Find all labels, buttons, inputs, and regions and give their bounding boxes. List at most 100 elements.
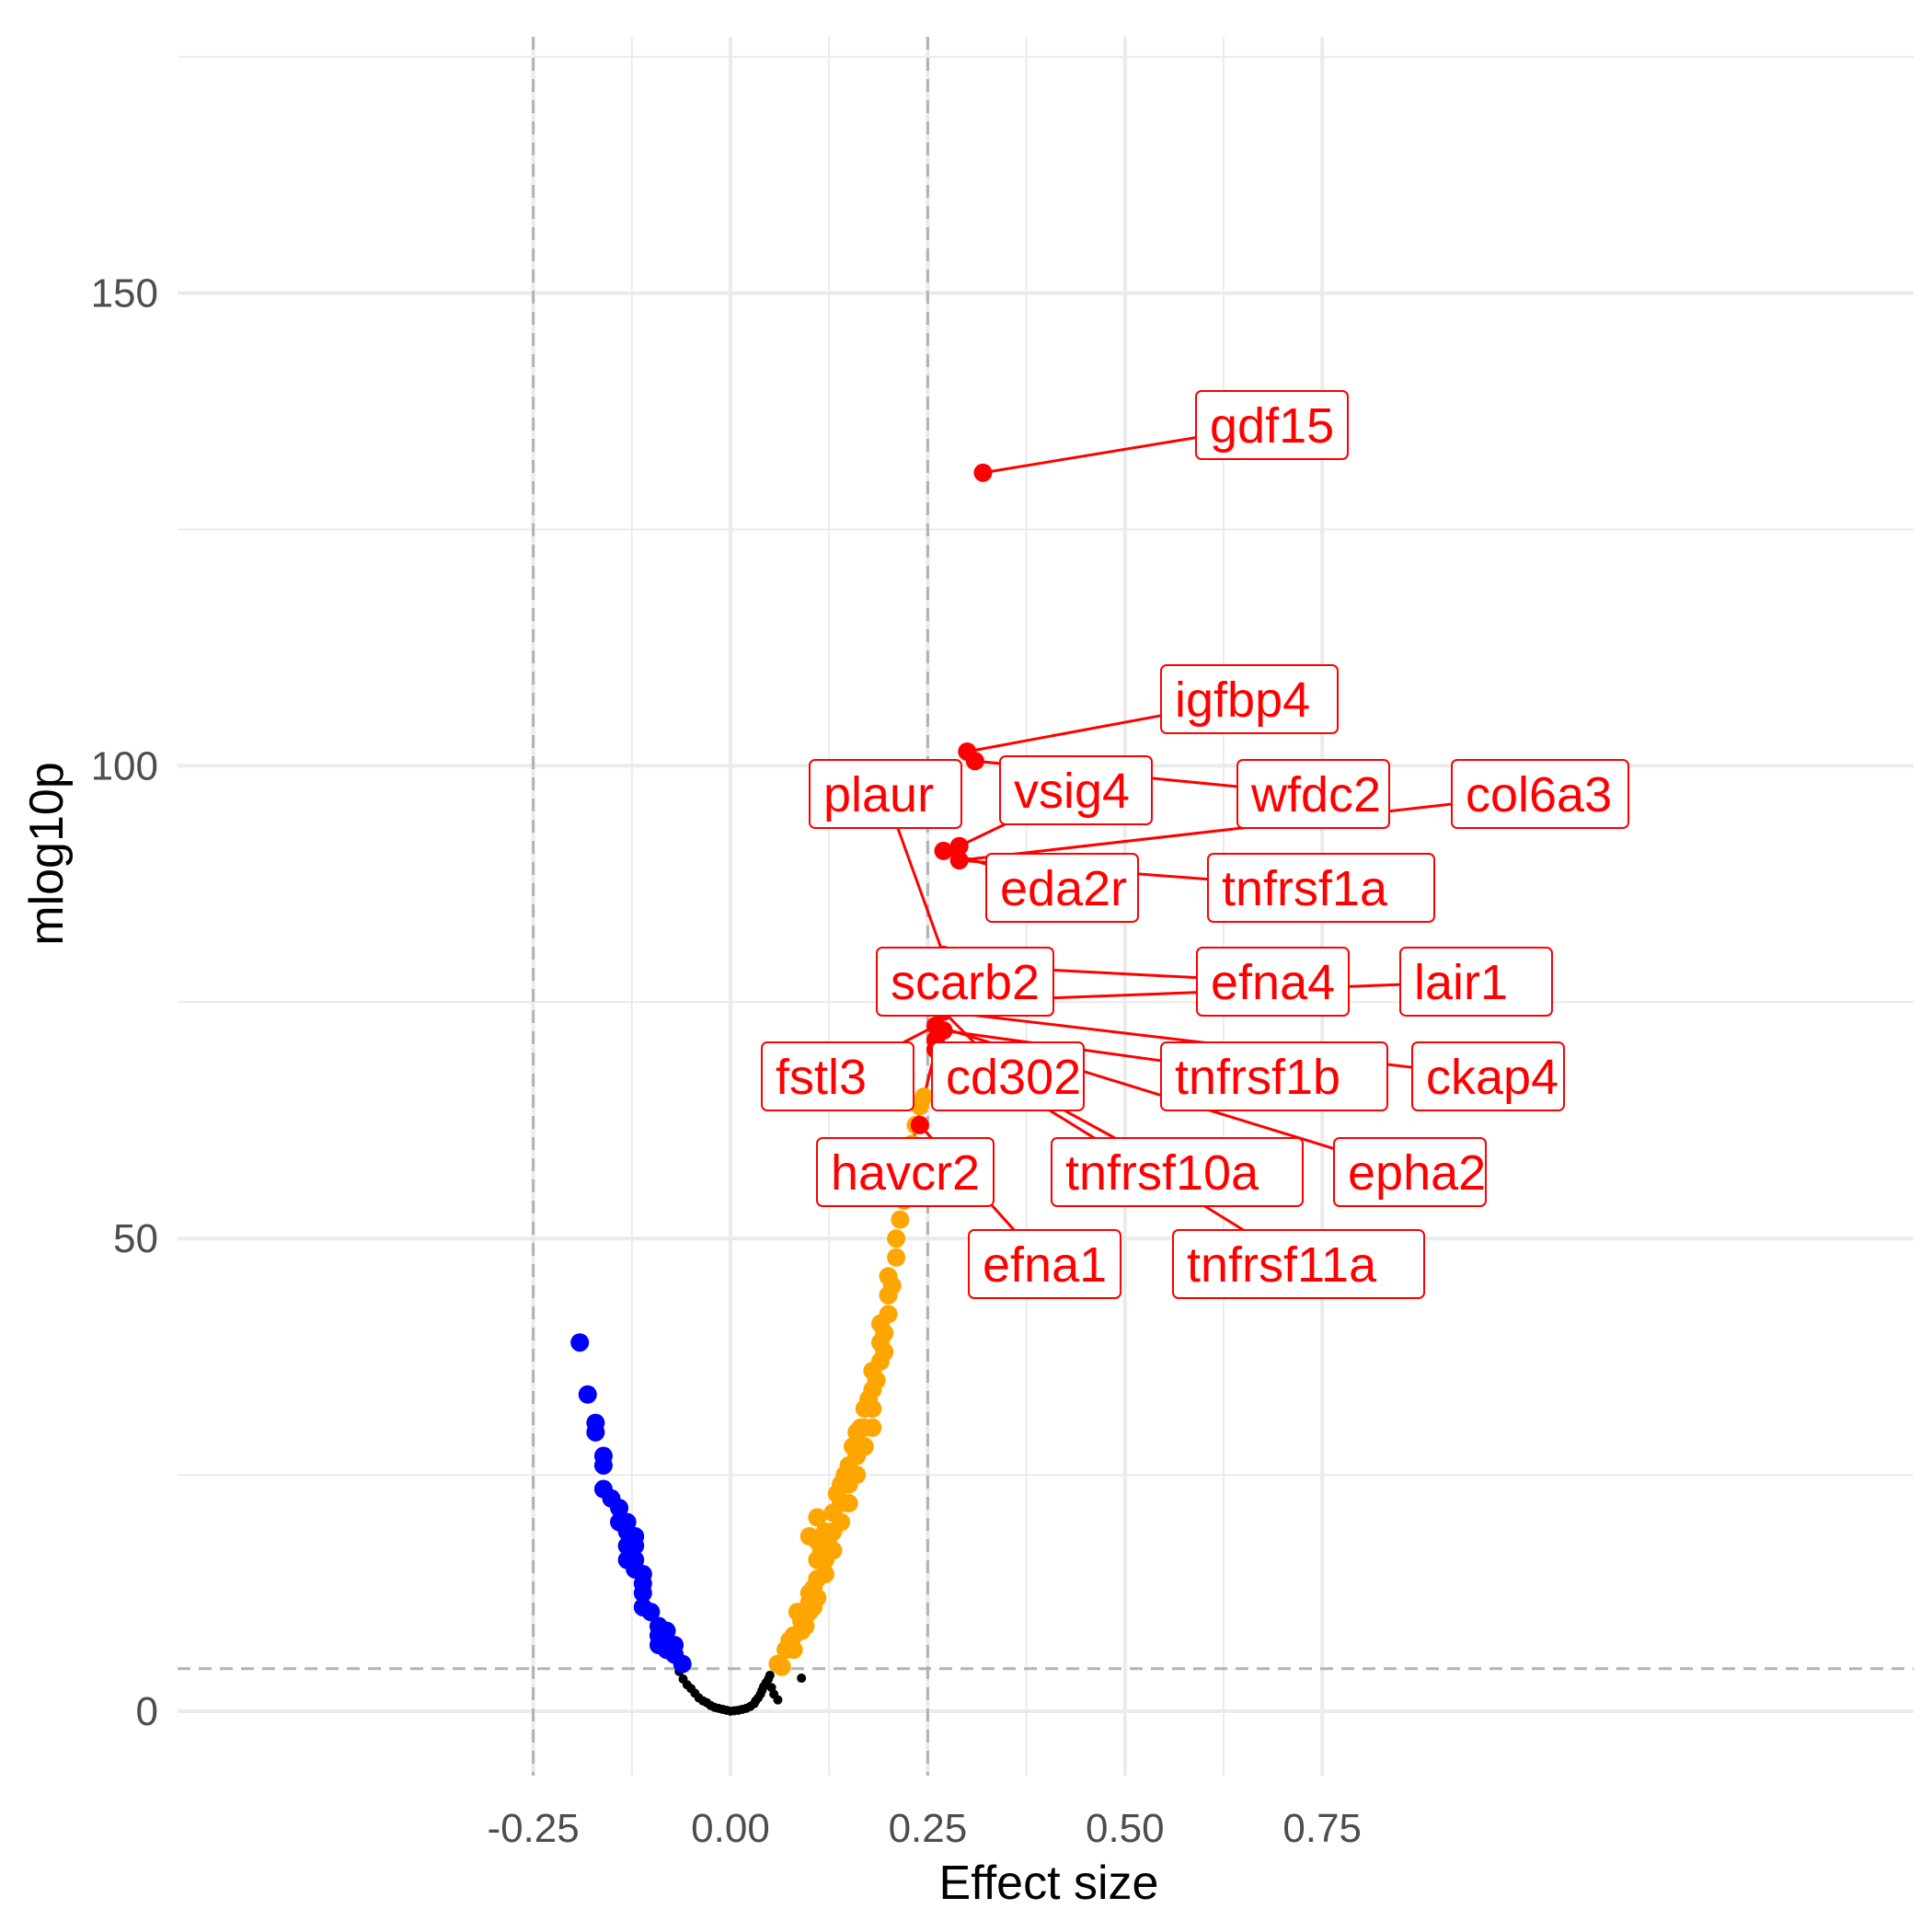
x-tick-label: 0.00 (691, 1806, 770, 1851)
x-tick-label: 0.50 (1086, 1806, 1165, 1851)
data-point (832, 1512, 851, 1532)
data-point (797, 1673, 807, 1684)
gene-label: vsig4 (999, 755, 1153, 825)
data-point (863, 1418, 882, 1437)
label-box (1451, 759, 1629, 829)
gene-label: ckap4 (1411, 1041, 1565, 1111)
label-box (1160, 664, 1339, 734)
data-point (855, 1437, 874, 1456)
data-point (914, 1087, 934, 1107)
gene-label: lair1 (1399, 947, 1553, 1017)
data-point (808, 1508, 827, 1527)
data-point (617, 1536, 637, 1556)
data-point (934, 841, 953, 860)
x-tick-label: 0.25 (889, 1806, 968, 1851)
gene-label: tnfrsf1b (1160, 1041, 1388, 1111)
data-point (973, 463, 993, 482)
data-point (875, 1342, 894, 1362)
data-point (839, 1493, 858, 1512)
data-point (641, 1603, 661, 1622)
y-axis-title: mlog10p (20, 762, 74, 945)
data-point (773, 1695, 783, 1705)
data-point (578, 1385, 597, 1404)
label-text: ckap4 (1426, 1050, 1558, 1105)
data-point (765, 1670, 775, 1680)
data-point (796, 1616, 815, 1636)
label-box (1051, 1137, 1304, 1207)
label-text: efna4 (1211, 955, 1335, 1010)
label-text: wfdc2 (1250, 767, 1381, 822)
label-text: eda2r (1000, 861, 1127, 916)
data-point (875, 1323, 894, 1342)
label-box (1399, 947, 1553, 1017)
gene-label: plaur (809, 759, 962, 829)
gene-labels: gdf15 igfbp4 wfdc2 col6a3 plaur vsig4 tnfrsf1a… (761, 390, 1629, 1299)
gene-label: havcr2 (816, 1137, 995, 1207)
label-text: vsig4 (1014, 764, 1130, 819)
data-point (949, 836, 969, 856)
label-connector (896, 827, 945, 956)
label-text: tnfrsf1a (1222, 861, 1388, 916)
label-text: tnfrsf1b (1175, 1050, 1340, 1105)
label-text: gdf15 (1210, 398, 1334, 454)
gene-label: cd302 (931, 1041, 1085, 1111)
label-text: havcr2 (831, 1145, 980, 1201)
data-point (593, 1455, 613, 1475)
label-text: igfbp4 (1175, 673, 1310, 728)
data-point (887, 1248, 906, 1267)
label-connector (983, 436, 1197, 475)
data-point (867, 1371, 886, 1390)
data-point (772, 1657, 791, 1676)
data-point (949, 851, 969, 870)
x-tick-label: 0.75 (1282, 1806, 1362, 1851)
gene-label: tnfrsf1a (1207, 853, 1435, 923)
data-point (891, 1210, 910, 1229)
label-box (968, 1229, 1121, 1299)
label-box (999, 755, 1153, 825)
label-box (1411, 1041, 1565, 1111)
data-point (673, 1654, 692, 1673)
tick-labels: -0.25 0.00 0.25 0.50 0.75 0 50 100 150 (91, 271, 1362, 1851)
data-point (965, 752, 984, 771)
data-point (570, 1333, 590, 1352)
data-point (882, 1276, 902, 1295)
label-box (809, 759, 962, 829)
y-tick-label: 0 (136, 1689, 158, 1734)
data-point (847, 1466, 867, 1485)
y-tick-label: 150 (91, 271, 158, 316)
gene-label: tnfrsf11a (1172, 1229, 1425, 1299)
label-text: tnfrsf11a (1187, 1237, 1377, 1293)
x-axis-title: Effect size (939, 1857, 1159, 1910)
gene-label: tnfrsf10a (1051, 1137, 1304, 1207)
label-box (1333, 1137, 1487, 1207)
gene-label: gdf15 (1195, 390, 1349, 460)
y-tick-label: 100 (91, 743, 158, 788)
data-point (633, 1583, 652, 1603)
data-point (910, 1115, 929, 1134)
gene-label: epha2 (1333, 1137, 1487, 1207)
gene-label: wfdc2 (1236, 759, 1390, 829)
label-box (876, 947, 1054, 1017)
data-point (887, 1229, 906, 1248)
threshold-lines (178, 37, 1914, 1776)
data-point (586, 1422, 605, 1442)
label-text: epha2 (1348, 1145, 1486, 1201)
gene-label: fstl3 (761, 1041, 914, 1111)
label-text: scarb2 (891, 955, 1040, 1010)
label-text: col6a3 (1466, 767, 1612, 822)
label-box (1196, 947, 1350, 1017)
data-point (815, 1564, 834, 1583)
gene-label: efna1 (968, 1229, 1121, 1299)
label-box (1236, 759, 1390, 829)
data-point (823, 1541, 843, 1560)
data-point (863, 1399, 882, 1419)
y-tick-label: 50 (113, 1216, 158, 1261)
label-text: plaur (823, 767, 934, 822)
label-box (1172, 1229, 1425, 1299)
label-text: tnfrsf10a (1065, 1145, 1259, 1201)
label-text: lair1 (1414, 955, 1508, 1010)
label-box (931, 1041, 1085, 1111)
data-point (808, 1588, 827, 1607)
label-box (985, 853, 1139, 923)
